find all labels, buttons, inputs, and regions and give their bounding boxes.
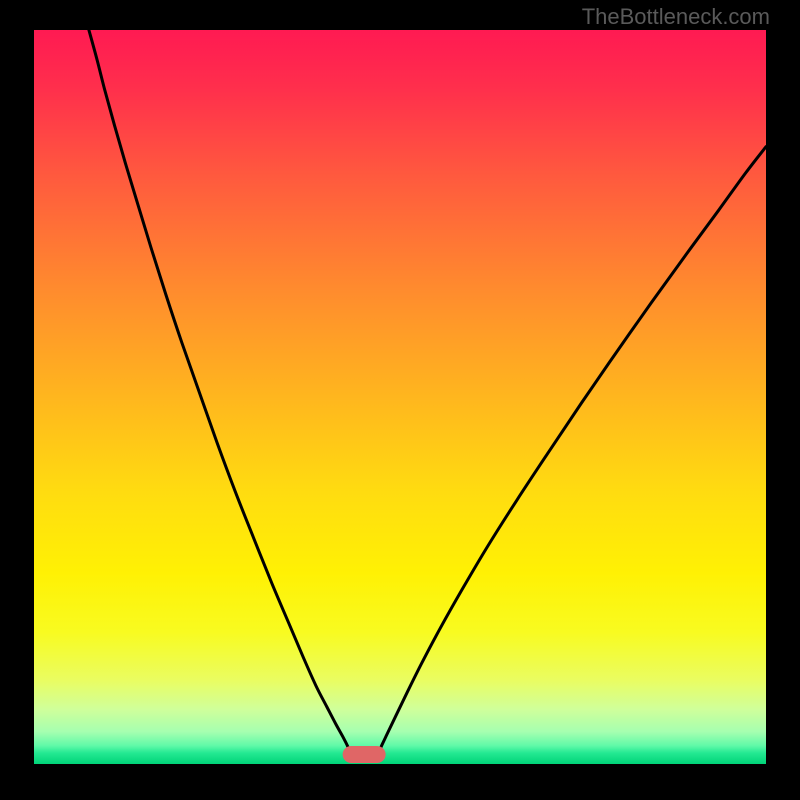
bottleneck-chart xyxy=(0,0,800,800)
chart-root: TheBottleneck.com xyxy=(0,0,800,800)
watermark-text: TheBottleneck.com xyxy=(582,4,770,30)
optimal-point-marker xyxy=(343,746,385,762)
plot-area xyxy=(34,30,766,764)
